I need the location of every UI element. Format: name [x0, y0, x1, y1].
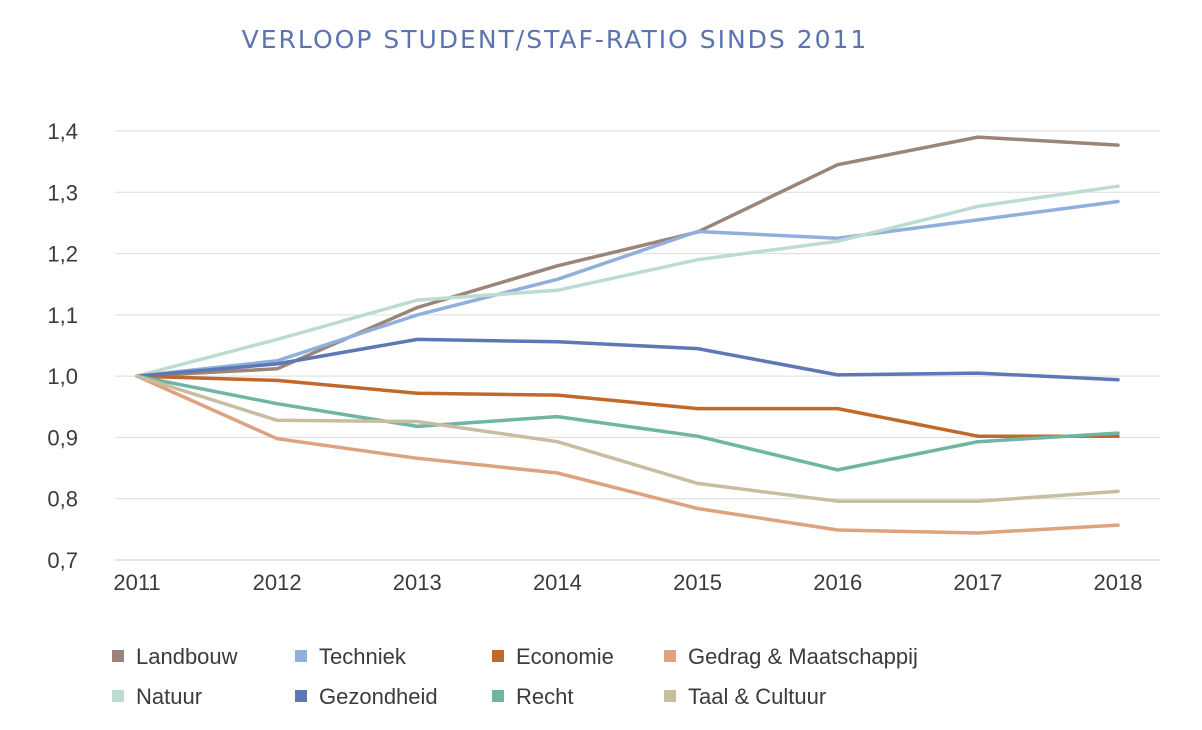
legend-label-gezondheid: Gezondheid	[319, 684, 438, 709]
y-tick-label: 1,1	[47, 303, 78, 328]
x-tick-label: 2013	[393, 570, 442, 595]
legend-label-natuur: Natuur	[136, 684, 202, 709]
series-line-taal-cultuur	[135, 374, 1120, 503]
series-line-techniek	[135, 199, 1120, 378]
x-axis-ticks: 2011 2012 2013 2014 2015 2016 2017 2018	[113, 570, 1142, 595]
x-tick-label: 2017	[953, 570, 1002, 595]
legend-swatch-recht	[492, 690, 504, 702]
x-tick-label: 2014	[533, 570, 582, 595]
y-tick-label: 0,8	[47, 487, 78, 512]
legend-label-gedrag-maatschappij: Gedrag & Maatschappij	[688, 644, 918, 669]
legend: Landbouw Techniek Economie Gedrag & Maatsch…	[112, 644, 918, 709]
legend-swatch-economie	[492, 650, 504, 662]
legend-label-landbouw: Landbouw	[136, 644, 238, 669]
y-axis-ticks: 0,7 0,8 0,9 1,0 1,1 1,2 1,3 1,4	[47, 119, 78, 573]
legend-swatch-gedrag-maatschappij	[664, 650, 676, 662]
legend-label-techniek: Techniek	[319, 644, 407, 669]
legend-label-recht: Recht	[516, 684, 573, 709]
legend-label-taal-cultuur: Taal & Cultuur	[688, 684, 826, 709]
x-tick-label: 2011	[113, 570, 160, 595]
legend-swatch-natuur	[112, 690, 124, 702]
series-line-natuur	[135, 184, 1120, 378]
series-line-gezondheid	[135, 337, 1120, 382]
x-tick-label: 2016	[813, 570, 862, 595]
x-tick-label: 2018	[1094, 570, 1143, 595]
series-line-gedrag-maatschappij	[135, 374, 1120, 535]
series-lines	[135, 135, 1120, 535]
y-tick-label: 1,0	[47, 364, 78, 389]
legend-swatch-gezondheid	[295, 690, 307, 702]
legend-swatch-landbouw	[112, 650, 124, 662]
y-tick-label: 1,2	[47, 242, 78, 267]
series-line-recht	[135, 374, 1120, 472]
y-tick-label: 0,9	[47, 425, 78, 450]
legend-swatch-techniek	[295, 650, 307, 662]
chart-title: VERLOOP STUDENT/STAF-RATIO SINDS 2011	[242, 25, 869, 54]
legend-label-economie: Economie	[516, 644, 614, 669]
y-tick-label: 1,3	[47, 180, 78, 205]
y-tick-label: 1,4	[47, 119, 78, 144]
legend-swatch-taal-cultuur	[664, 690, 676, 702]
y-tick-label: 0,7	[47, 548, 78, 573]
series-line-economie	[135, 374, 1120, 438]
x-tick-label: 2015	[673, 570, 722, 595]
x-tick-label: 2012	[253, 570, 302, 595]
